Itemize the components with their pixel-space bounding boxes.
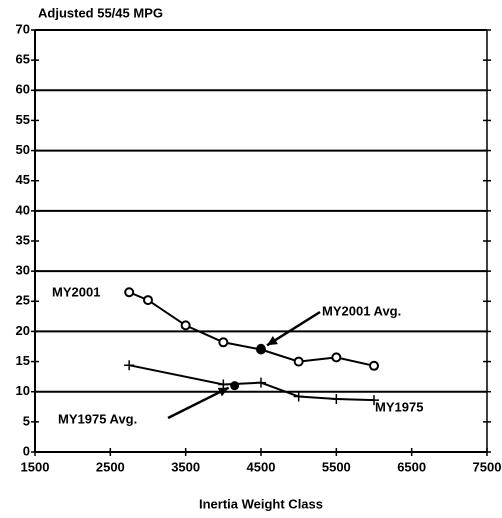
- point: [293, 391, 304, 402]
- y-tick-label: 5: [23, 413, 30, 428]
- x-tick-label: 2500: [96, 459, 125, 474]
- series-label: MY1975: [375, 399, 423, 414]
- x-tick-label: 7500: [473, 459, 502, 474]
- x-tick-label: 1500: [21, 459, 50, 474]
- point: [124, 287, 135, 298]
- y-tick-label: 35: [16, 232, 30, 247]
- y-tick-label: 10: [16, 383, 30, 398]
- y-tick-label: 60: [16, 82, 30, 97]
- point: [369, 360, 379, 371]
- x-tick-label: 5500: [322, 459, 351, 474]
- y-tick-label: 40: [16, 202, 30, 217]
- series-label: MY2001: [52, 284, 100, 299]
- point: [143, 295, 153, 306]
- y-tick-label: 20: [16, 323, 30, 338]
- y-tick-label: 55: [16, 112, 30, 127]
- arrow-head: [217, 387, 229, 397]
- average-point: [256, 343, 266, 353]
- annotation: MY2001 Avg.: [322, 303, 401, 318]
- average-point: [230, 381, 240, 391]
- arrow-head: [267, 335, 278, 346]
- x-tick-label: 3500: [171, 459, 200, 474]
- x-tick-label: 4500: [247, 459, 276, 474]
- y-tick-label: 70: [16, 21, 30, 36]
- point: [218, 337, 229, 348]
- y-tick-label: 15: [16, 353, 30, 368]
- y-tick-label: 0: [23, 443, 30, 458]
- point: [369, 395, 379, 406]
- annotation: MY1975 Avg.: [58, 411, 137, 426]
- point: [256, 377, 266, 388]
- y-tick-label: 50: [16, 142, 30, 157]
- point: [293, 356, 304, 367]
- series-line: [128, 364, 375, 402]
- point: [331, 352, 342, 363]
- arrow: [167, 386, 230, 420]
- chart-title: Adjusted 55/45 MPG: [38, 5, 163, 20]
- y-tick-label: 25: [16, 293, 30, 308]
- y-tick-label: 65: [16, 52, 30, 67]
- x-tick-label: 6500: [397, 459, 426, 474]
- point: [180, 320, 191, 331]
- point: [124, 360, 135, 371]
- y-tick-label: 45: [16, 172, 30, 187]
- series-line: [128, 291, 375, 367]
- x-axis-label: Inertia Weight Class: [199, 496, 323, 511]
- point: [331, 393, 342, 404]
- arrow: [266, 310, 321, 347]
- y-tick-label: 30: [16, 263, 30, 278]
